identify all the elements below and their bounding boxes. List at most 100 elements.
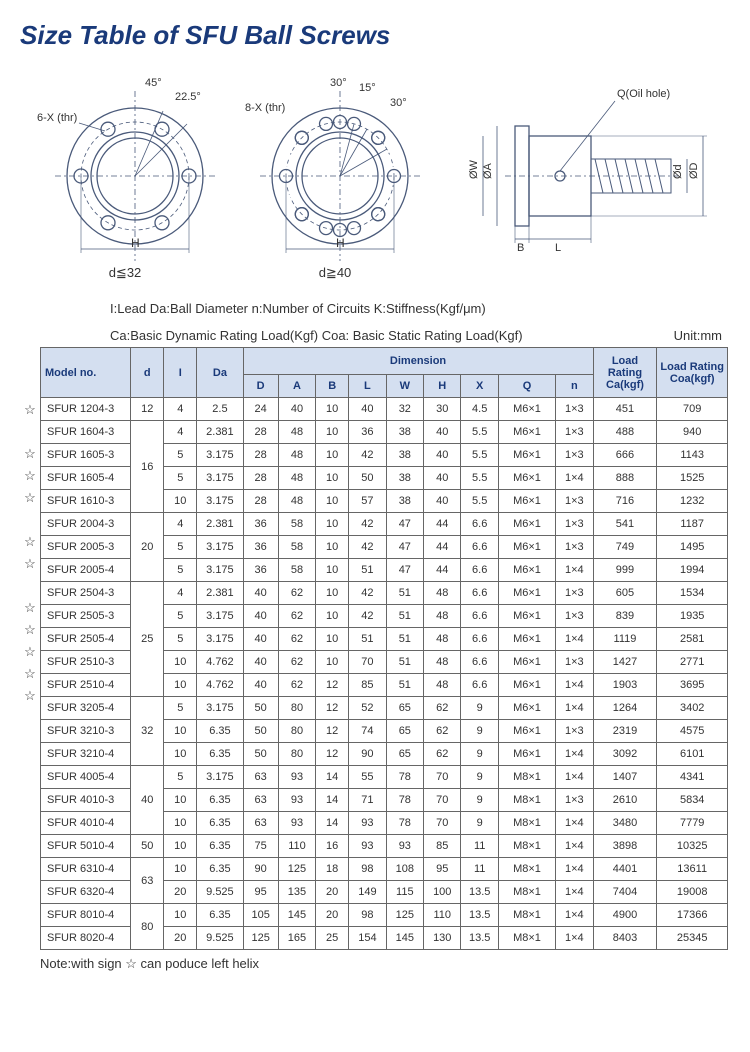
cell-Q: M8×1 <box>498 812 555 835</box>
cell-model: SFUR 1610-3 <box>41 490 131 513</box>
cell-n: 1×3 <box>556 444 593 467</box>
cell-D: 63 <box>243 789 278 812</box>
cell-D: 90 <box>243 858 278 881</box>
cell-da: 2.381 <box>197 421 243 444</box>
star-icon: ☆ <box>20 487 40 509</box>
cell-A: 62 <box>278 651 315 674</box>
cell-d: 20 <box>131 513 164 582</box>
cell-Q: M6×1 <box>498 513 555 536</box>
cell-A: 80 <box>278 743 315 766</box>
svg-text:ØW: ØW <box>468 159 480 179</box>
cell-B: 25 <box>316 927 349 950</box>
star-icon: ☆ <box>20 663 40 685</box>
cell-B: 10 <box>316 582 349 605</box>
cell-coa: 4341 <box>657 766 728 789</box>
cell-da: 6.35 <box>197 743 243 766</box>
cell-da: 3.175 <box>197 467 243 490</box>
cell-ca: 4401 <box>593 858 657 881</box>
cell-B: 20 <box>316 904 349 927</box>
cell-W: 38 <box>386 490 423 513</box>
cell-Q: M6×1 <box>498 467 555 490</box>
cell-L: 98 <box>349 904 386 927</box>
cell-L: 154 <box>349 927 386 950</box>
cell-model: SFUR 2504-3 <box>41 582 131 605</box>
cell-Q: M8×1 <box>498 835 555 858</box>
cell-i: 5 <box>164 697 197 720</box>
cell-Q: M6×1 <box>498 582 555 605</box>
cell-d: 80 <box>131 904 164 950</box>
cell-B: 10 <box>316 605 349 628</box>
cell-ca: 888 <box>593 467 657 490</box>
cell-ca: 1264 <box>593 697 657 720</box>
cell-L: 42 <box>349 536 386 559</box>
table-row: SFUR 1604-31642.3812848103638405.5M6×11×… <box>41 421 728 444</box>
cell-X: 6.6 <box>461 536 498 559</box>
cell-W: 38 <box>386 421 423 444</box>
cell-n: 1×3 <box>556 720 593 743</box>
cell-H: 44 <box>424 513 461 536</box>
legend-line-1: I:Lead Da:Ball Diameter n:Number of Circ… <box>110 301 730 316</box>
table-row: SFUR 2504-32542.3814062104251486.6M6×11×… <box>41 582 728 605</box>
cell-W: 51 <box>386 605 423 628</box>
cell-W: 51 <box>386 651 423 674</box>
diagram-side-view: Q(Oil hole) ØA ØW Ød ØD B L <box>455 71 715 281</box>
th-model: Model no. <box>41 348 131 398</box>
cell-B: 10 <box>316 444 349 467</box>
diagram-caption-left: d≦32 <box>35 265 215 281</box>
cell-i: 10 <box>164 904 197 927</box>
cell-Q: M6×1 <box>498 444 555 467</box>
cell-D: 50 <box>243 697 278 720</box>
cell-A: 125 <box>278 858 315 881</box>
cell-W: 78 <box>386 812 423 835</box>
cell-Q: M6×1 <box>498 490 555 513</box>
cell-B: 14 <box>316 789 349 812</box>
cell-X: 6.6 <box>461 559 498 582</box>
cell-B: 12 <box>316 720 349 743</box>
cell-X: 9 <box>461 812 498 835</box>
cell-L: 51 <box>349 628 386 651</box>
cell-da: 4.762 <box>197 651 243 674</box>
cell-H: 85 <box>424 835 461 858</box>
cell-i: 10 <box>164 720 197 743</box>
cell-ca: 4900 <box>593 904 657 927</box>
cell-da: 3.175 <box>197 559 243 582</box>
cell-L: 51 <box>349 559 386 582</box>
table-row: SFUR 4005-44053.1756393145578709M8×11×41… <box>41 766 728 789</box>
cell-L: 149 <box>349 881 386 904</box>
cell-H: 70 <box>424 789 461 812</box>
cell-ca: 7404 <box>593 881 657 904</box>
cell-H: 95 <box>424 858 461 881</box>
star-icon: ☆ <box>20 465 40 487</box>
cell-A: 40 <box>278 398 315 421</box>
cell-L: 36 <box>349 421 386 444</box>
cell-D: 40 <box>243 582 278 605</box>
cell-model: SFUR 3205-4 <box>41 697 131 720</box>
cell-n: 1×4 <box>556 628 593 651</box>
cell-A: 48 <box>278 421 315 444</box>
cell-Q: M8×1 <box>498 904 555 927</box>
cell-X: 4.5 <box>461 398 498 421</box>
th-X: X <box>461 375 498 398</box>
cell-B: 16 <box>316 835 349 858</box>
cell-coa: 709 <box>657 398 728 421</box>
cell-da: 3.175 <box>197 697 243 720</box>
th-n: n <box>556 375 593 398</box>
cell-model: SFUR 8020-4 <box>41 927 131 950</box>
cell-i: 5 <box>164 536 197 559</box>
svg-text:L: L <box>555 242 561 254</box>
cell-W: 47 <box>386 536 423 559</box>
star-icon: ☆ <box>20 619 40 641</box>
cell-H: 40 <box>424 444 461 467</box>
cell-D: 40 <box>243 674 278 697</box>
cell-coa: 2771 <box>657 651 728 674</box>
cell-coa: 17366 <box>657 904 728 927</box>
cell-X: 11 <box>461 858 498 881</box>
cell-A: 62 <box>278 582 315 605</box>
cell-da: 3.175 <box>197 628 243 651</box>
cell-W: 93 <box>386 835 423 858</box>
cell-ca: 488 <box>593 421 657 444</box>
cell-D: 28 <box>243 421 278 444</box>
cell-L: 42 <box>349 582 386 605</box>
cell-coa: 6101 <box>657 743 728 766</box>
cell-X: 13.5 <box>461 904 498 927</box>
